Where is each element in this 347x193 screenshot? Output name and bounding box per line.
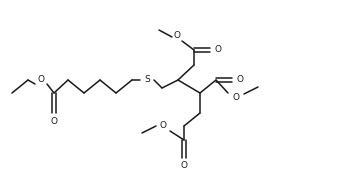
Text: O: O: [174, 31, 180, 41]
Text: O: O: [237, 75, 244, 85]
Text: O: O: [160, 122, 167, 130]
Text: O: O: [214, 46, 221, 54]
Text: O: O: [232, 92, 239, 102]
Text: O: O: [180, 162, 187, 170]
Text: O: O: [51, 117, 58, 125]
Text: O: O: [37, 75, 44, 85]
Text: S: S: [144, 75, 150, 85]
